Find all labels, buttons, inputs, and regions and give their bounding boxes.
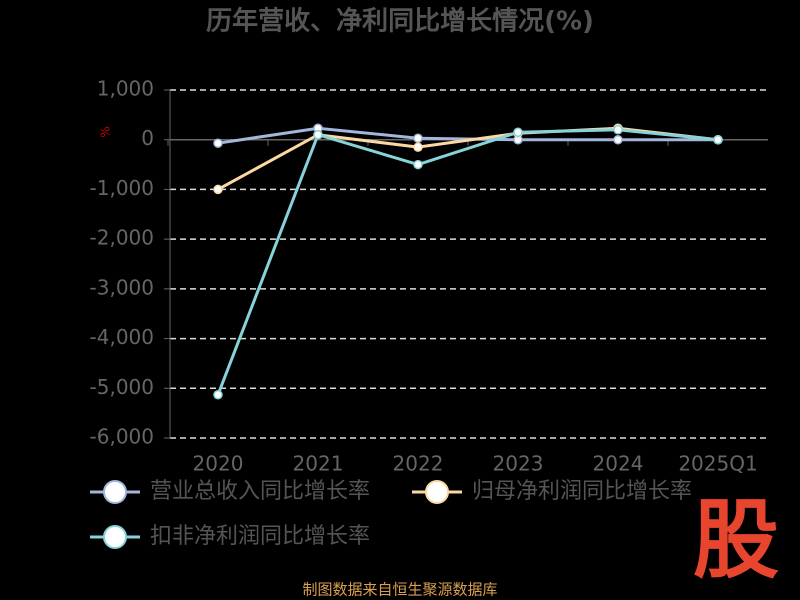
data-point (413, 142, 423, 152)
x-tick-label: 2024 (593, 452, 644, 476)
series-line (216, 128, 719, 396)
series-line (217, 126, 719, 191)
y-tick-label: -4,000 (90, 325, 154, 349)
y-tick-label: -3,000 (90, 275, 154, 299)
chart-title: 历年营收、净利同比增长情况(%) (206, 6, 594, 37)
legend-label: 归母净利润同比增长率 (472, 479, 692, 504)
data-point (613, 125, 623, 135)
x-tick-label: 2022 (393, 452, 444, 476)
y-axis-label: % (99, 126, 113, 137)
legend-item[interactable]: 营业总收入同比增长率 (90, 479, 370, 504)
legend-label: 营业总收入同比增长率 (150, 479, 370, 504)
y-tick-label: -1,000 (90, 176, 154, 200)
legend-swatch (103, 480, 127, 504)
y-tick-label: -2,000 (90, 226, 154, 250)
data-point (213, 138, 223, 148)
data-point (513, 127, 523, 138)
y-tick-label: 1,000 (97, 77, 154, 101)
data-point (613, 134, 623, 145)
data-point (213, 184, 223, 195)
data-point (413, 159, 423, 170)
logo: 股 (693, 490, 779, 590)
legend-item[interactable]: 归母净利润同比增长率 (412, 479, 692, 504)
y-tick-label: -6,000 (90, 425, 154, 449)
legend-swatch (425, 480, 449, 504)
legend-label: 扣非净利润同比增长率 (150, 524, 370, 549)
data-point (213, 389, 223, 400)
y-tick-label: -5,000 (90, 375, 154, 399)
x-tick-label: 2021 (293, 452, 344, 476)
x-tick-label: 2025Q1 (678, 452, 757, 476)
legend-item[interactable]: 扣非净利润同比增长率 (90, 524, 370, 549)
x-tick-label: 2020 (193, 452, 244, 476)
footer: 制图数据来自恒生聚源数据库 (302, 581, 497, 599)
data-point (713, 134, 723, 145)
y-tick-label: 0 (141, 126, 154, 150)
x-tick-label: 2023 (493, 452, 544, 476)
legend-swatch (103, 525, 127, 549)
data-point (313, 129, 323, 140)
data-point (413, 133, 423, 143)
